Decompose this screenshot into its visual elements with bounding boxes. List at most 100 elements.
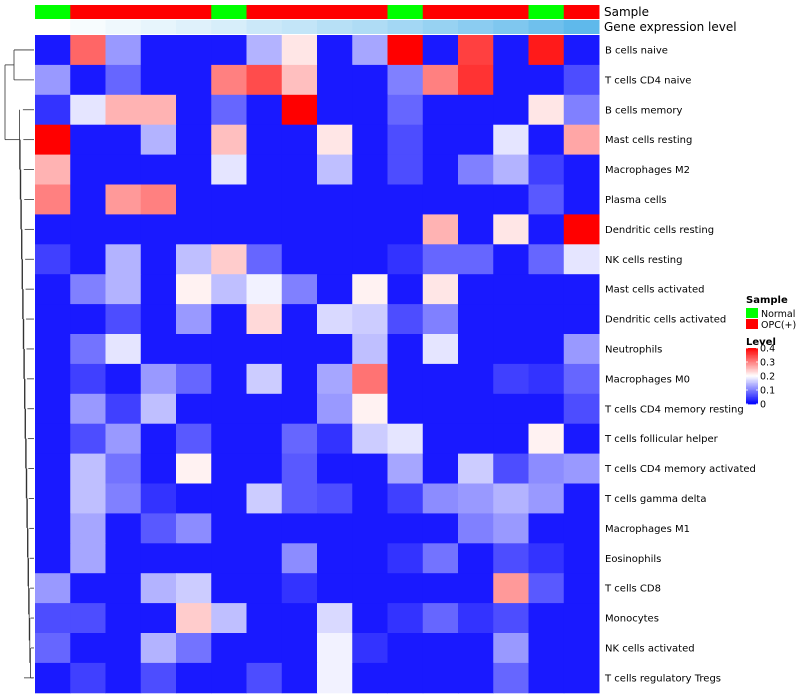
- heatmap-cell: [140, 244, 177, 275]
- heatmap-cell: [528, 603, 565, 634]
- legend-colorbar-segment: [746, 390, 758, 392]
- legend-colorbar-segment: [746, 394, 758, 396]
- heatmap-cell: [281, 453, 318, 484]
- sample-annotation-cell: [352, 5, 388, 19]
- heatmap-cell: [35, 662, 71, 694]
- heatmap-cell: [246, 483, 283, 514]
- expression-annotation-cell: [211, 20, 247, 34]
- heatmap-cell: [528, 334, 565, 365]
- heatmap-cell: [281, 214, 318, 245]
- legend-colorbar-segment: [746, 397, 758, 399]
- heatmap-cell: [422, 304, 459, 335]
- sample-annotation-cell: [387, 5, 424, 19]
- heatmap-cell: [281, 573, 318, 604]
- heatmap-cell: [387, 35, 424, 66]
- annotation-label-expression: Gene expression level: [604, 20, 737, 34]
- heatmap-cell: [528, 184, 565, 215]
- heatmap-cell: [70, 393, 106, 425]
- legend-colorbar-segment: [746, 378, 758, 381]
- heatmap-cell: [317, 94, 353, 126]
- expression-annotation-cell: [387, 20, 424, 34]
- heatmap-cell: [422, 214, 459, 245]
- heatmap-cell: [105, 662, 142, 694]
- heatmap-cell: [387, 393, 424, 425]
- heatmap-cell: [246, 633, 283, 664]
- heatmap-cell: [211, 154, 247, 185]
- heatmap-cell: [458, 453, 494, 484]
- heatmap-cell: [528, 483, 565, 514]
- heatmap-cell: [563, 94, 600, 126]
- heatmap-cell: [387, 304, 424, 335]
- heatmap-cell: [493, 274, 529, 305]
- heatmap-cell: [246, 35, 283, 66]
- heatmap-cell: [211, 363, 247, 395]
- row-label: Mast cells resting: [605, 135, 692, 146]
- heatmap-cell: [140, 363, 177, 395]
- legend-tick-label: 0.4: [760, 344, 775, 355]
- heatmap-cell: [458, 603, 494, 634]
- expression-annotation-cell: [458, 20, 494, 34]
- heatmap-cell: [176, 35, 212, 66]
- heatmap-cell: [176, 573, 212, 604]
- heatmap-cell: [493, 513, 529, 544]
- heatmap-cell: [563, 334, 600, 365]
- heatmap-cell: [211, 64, 247, 96]
- heatmap-cell: [317, 513, 353, 544]
- legend-normal-swatch: [746, 308, 758, 318]
- legend-colorbar-segment: [746, 376, 758, 378]
- heatmap-cell: [422, 633, 459, 664]
- heatmap-cell: [528, 64, 565, 96]
- heatmap-cell: [281, 543, 318, 574]
- heatmap-cell: [387, 662, 424, 694]
- heatmap-cell: [105, 214, 142, 245]
- heatmap-cell: [140, 94, 177, 126]
- heatmap-cell: [422, 513, 459, 544]
- heatmap-cell: [387, 154, 424, 185]
- heatmap-cell: [352, 513, 388, 544]
- heatmap-cell: [387, 64, 424, 96]
- heatmap-cell: [211, 393, 247, 425]
- heatmap-cell: [35, 483, 71, 514]
- heatmap-cell: [35, 244, 71, 275]
- heatmap-cell: [352, 154, 388, 185]
- heatmap-cell: [211, 304, 247, 335]
- heatmap-cell: [493, 304, 529, 335]
- heatmap-cell: [352, 423, 388, 455]
- heatmap-cell: [387, 124, 424, 156]
- heatmap-cell: [281, 184, 318, 215]
- sample-annotation-cell: [317, 5, 353, 19]
- heatmap-cell: [35, 94, 71, 126]
- heatmap-cell: [458, 214, 494, 245]
- heatmap-cell: [387, 483, 424, 514]
- heatmap-cell: [211, 94, 247, 126]
- heatmap-cell: [528, 513, 565, 544]
- heatmap-cell: [352, 483, 388, 514]
- heatmap-cell: [281, 334, 318, 365]
- heatmap-cell: [35, 64, 71, 96]
- heatmap-cell: [352, 214, 388, 245]
- heatmap-cell: [70, 184, 106, 215]
- heatmap-cell: [70, 35, 106, 66]
- legend-colorbar-segment: [746, 374, 758, 377]
- heatmap-cell: [281, 304, 318, 335]
- sample-annotation-cell: [176, 5, 212, 19]
- heatmap-cell: [35, 603, 71, 634]
- heatmap-cell: [246, 453, 283, 484]
- legend-tick-label: 0.2: [760, 372, 775, 383]
- row-label: NK cells activated: [605, 643, 695, 654]
- heatmap-cell: [422, 244, 459, 275]
- heatmap-cell: [176, 453, 212, 484]
- heatmap-cell: [70, 603, 106, 634]
- heatmap-cell: [140, 423, 177, 455]
- heatmap-cell: [387, 214, 424, 245]
- heatmap-cell: [140, 543, 177, 574]
- heatmap-cell: [528, 393, 565, 425]
- legend-level-colorbar: [746, 348, 758, 405]
- heatmap-cell: [140, 274, 177, 305]
- row-dendrogram: [4, 49, 34, 679]
- heatmap-cell: [211, 662, 247, 694]
- legend-colorbar-segment: [746, 357, 758, 360]
- heatmap-cell: [211, 573, 247, 604]
